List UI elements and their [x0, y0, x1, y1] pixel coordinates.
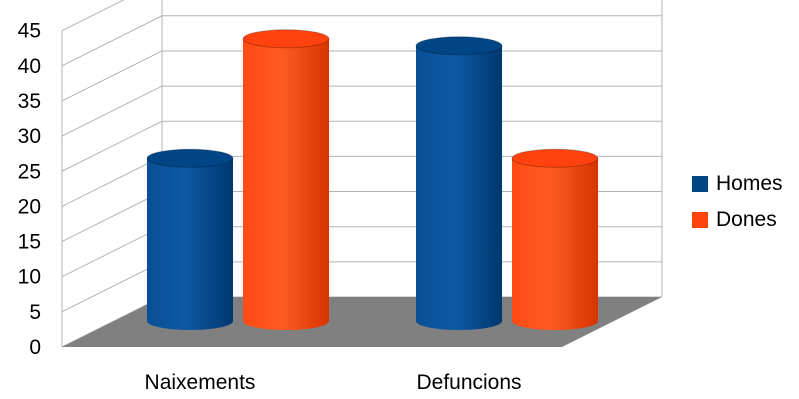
y-axis-ticks: 0 5 10 15 20 25 30 35 40 45 — [18, 20, 41, 359]
y-tick-label: 30 — [18, 125, 41, 148]
y-tick-label: 45 — [18, 20, 41, 43]
bar-homes-naixements — [146, 148, 234, 330]
y-tick-label: 0 — [29, 336, 41, 359]
gridline — [61, 50, 662, 102]
legend-item-homes: Homes — [692, 172, 783, 196]
x-category-label: Naixements — [145, 371, 256, 394]
y-tick-label: 25 — [18, 160, 41, 183]
bar-body — [416, 45, 502, 331]
bar-top — [415, 36, 503, 56]
bars — [146, 29, 599, 331]
bar-body — [147, 158, 233, 330]
bar-body — [512, 158, 598, 330]
legend-swatch-dones — [692, 212, 708, 228]
gridline — [61, 85, 662, 137]
legend-item-dones: Dones — [692, 208, 783, 232]
x-axis-categories: Naixements Defuncions — [145, 371, 522, 394]
bar-top — [511, 148, 599, 168]
y-tick-label: 35 — [18, 90, 41, 113]
gridline — [61, 0, 125, 32]
bar-top — [146, 148, 234, 168]
legend-label-homes: Homes — [716, 172, 783, 195]
legend-label-dones: Dones — [716, 208, 777, 231]
y-tick-label: 40 — [18, 55, 41, 78]
y-tick-label: 5 — [29, 301, 41, 324]
y-tick-label: 15 — [18, 231, 41, 254]
gridline — [61, 15, 662, 67]
bar-homes-defuncions — [415, 36, 503, 331]
bar-top — [242, 29, 330, 49]
y-tick-label: 10 — [18, 266, 41, 289]
x-category-label: Defuncions — [416, 371, 521, 394]
legend: Homes Dones — [692, 172, 783, 244]
y-tick-label: 20 — [18, 195, 41, 218]
bar-dones-naixements — [242, 29, 330, 331]
bar-body — [243, 38, 329, 331]
bar-dones-defuncions — [511, 148, 599, 330]
legend-swatch-homes — [692, 176, 708, 192]
